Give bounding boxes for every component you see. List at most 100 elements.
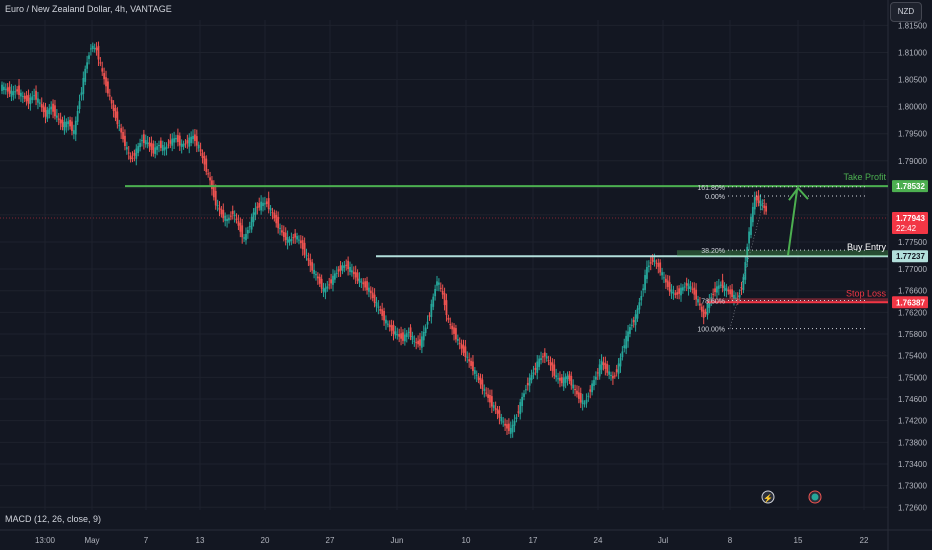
candle-body xyxy=(71,121,73,131)
candle-body xyxy=(311,262,314,271)
candle-body xyxy=(693,287,696,295)
buy-entry-label: Buy Entry xyxy=(847,242,887,252)
candle-body xyxy=(458,342,461,344)
candle-body xyxy=(612,375,614,379)
candle-body xyxy=(536,361,539,373)
candle-body xyxy=(674,293,677,296)
candle-body xyxy=(220,209,223,215)
candle-body xyxy=(296,236,298,240)
candle-body xyxy=(545,356,548,359)
y-tick-label: 1.73400 xyxy=(898,460,927,469)
candle-body xyxy=(156,146,158,150)
candle-body xyxy=(434,289,437,297)
candle-body xyxy=(78,101,81,110)
candle-body xyxy=(176,135,179,143)
candle-body xyxy=(564,376,567,383)
candle-body xyxy=(456,338,459,341)
candle-body xyxy=(122,132,124,140)
candle-body xyxy=(93,48,96,50)
candle-body xyxy=(383,311,385,321)
candle-body xyxy=(82,77,85,94)
candle-body xyxy=(608,371,611,375)
x-tick-label: 15 xyxy=(794,536,803,545)
candle-body xyxy=(594,376,597,380)
candle-body xyxy=(479,377,482,385)
candle-body xyxy=(757,195,760,204)
x-tick-label: Jul xyxy=(658,536,668,545)
candle-body xyxy=(744,262,747,280)
candle-body xyxy=(670,289,673,294)
candle-body xyxy=(107,81,109,94)
candle-body xyxy=(676,292,679,295)
candle-body xyxy=(139,143,141,148)
candle-body xyxy=(379,309,382,311)
candle-body xyxy=(178,135,181,146)
candle-body xyxy=(124,135,126,146)
candle-body xyxy=(12,91,15,96)
candle-body xyxy=(738,294,741,298)
candle-body xyxy=(362,282,365,285)
candle-body xyxy=(186,140,189,144)
candle-body xyxy=(560,377,563,384)
candle-body xyxy=(173,138,176,143)
candle-body xyxy=(506,424,508,429)
candle-body xyxy=(702,309,705,318)
candle-body xyxy=(141,140,143,142)
candle-body xyxy=(245,233,247,241)
fib-label: 100.00% xyxy=(697,327,725,334)
candle-body xyxy=(316,276,319,279)
candle-body xyxy=(294,233,297,238)
candle-body xyxy=(568,374,571,381)
candle-body xyxy=(42,105,45,113)
candle-body xyxy=(233,214,236,217)
candle-body xyxy=(540,358,542,361)
candle-body xyxy=(339,265,342,271)
candle-body xyxy=(354,272,357,278)
candle-body xyxy=(146,142,149,144)
candle-body xyxy=(288,239,291,243)
candle-body xyxy=(194,134,196,141)
candle-body xyxy=(636,308,639,319)
candle-body xyxy=(613,375,616,377)
candle-body xyxy=(759,200,762,207)
candle-body xyxy=(89,48,92,50)
candle-body xyxy=(54,105,56,117)
candle-body xyxy=(40,103,43,108)
candle-body xyxy=(748,231,750,244)
candle-body xyxy=(129,155,132,160)
fib-label: 78.60% xyxy=(701,298,725,305)
candle-body xyxy=(318,276,321,284)
candle-body xyxy=(61,119,64,128)
candle-body xyxy=(37,98,39,103)
candle-body xyxy=(589,389,592,392)
candle-body xyxy=(659,262,662,273)
candle-body xyxy=(184,143,187,145)
candle-body xyxy=(381,309,384,316)
candle-body xyxy=(398,334,401,337)
candle-body xyxy=(248,226,251,228)
candle-body xyxy=(549,361,552,366)
candle-body xyxy=(88,55,90,59)
candle-body xyxy=(723,285,726,291)
chart-title: Euro / New Zealand Dollar, 4h, VANTAGE xyxy=(5,4,172,14)
candle-body xyxy=(411,336,414,340)
candle-body xyxy=(281,230,283,233)
candle-body xyxy=(226,218,228,222)
candle-body xyxy=(695,289,698,300)
candle-body xyxy=(464,346,467,358)
candle-body xyxy=(625,335,628,349)
candle-body xyxy=(163,147,166,151)
arrow-head xyxy=(788,186,809,201)
currency-button[interactable]: NZD xyxy=(890,2,922,22)
candle-body xyxy=(137,146,140,153)
candle-body xyxy=(33,95,36,97)
candle-body xyxy=(97,45,100,60)
candle-body xyxy=(241,225,244,238)
candle-body xyxy=(415,342,418,344)
candle-body xyxy=(489,394,491,403)
candle-body xyxy=(271,212,274,214)
arrow-shaft xyxy=(787,189,798,256)
candle-body xyxy=(472,361,474,371)
candle-body xyxy=(483,388,486,391)
